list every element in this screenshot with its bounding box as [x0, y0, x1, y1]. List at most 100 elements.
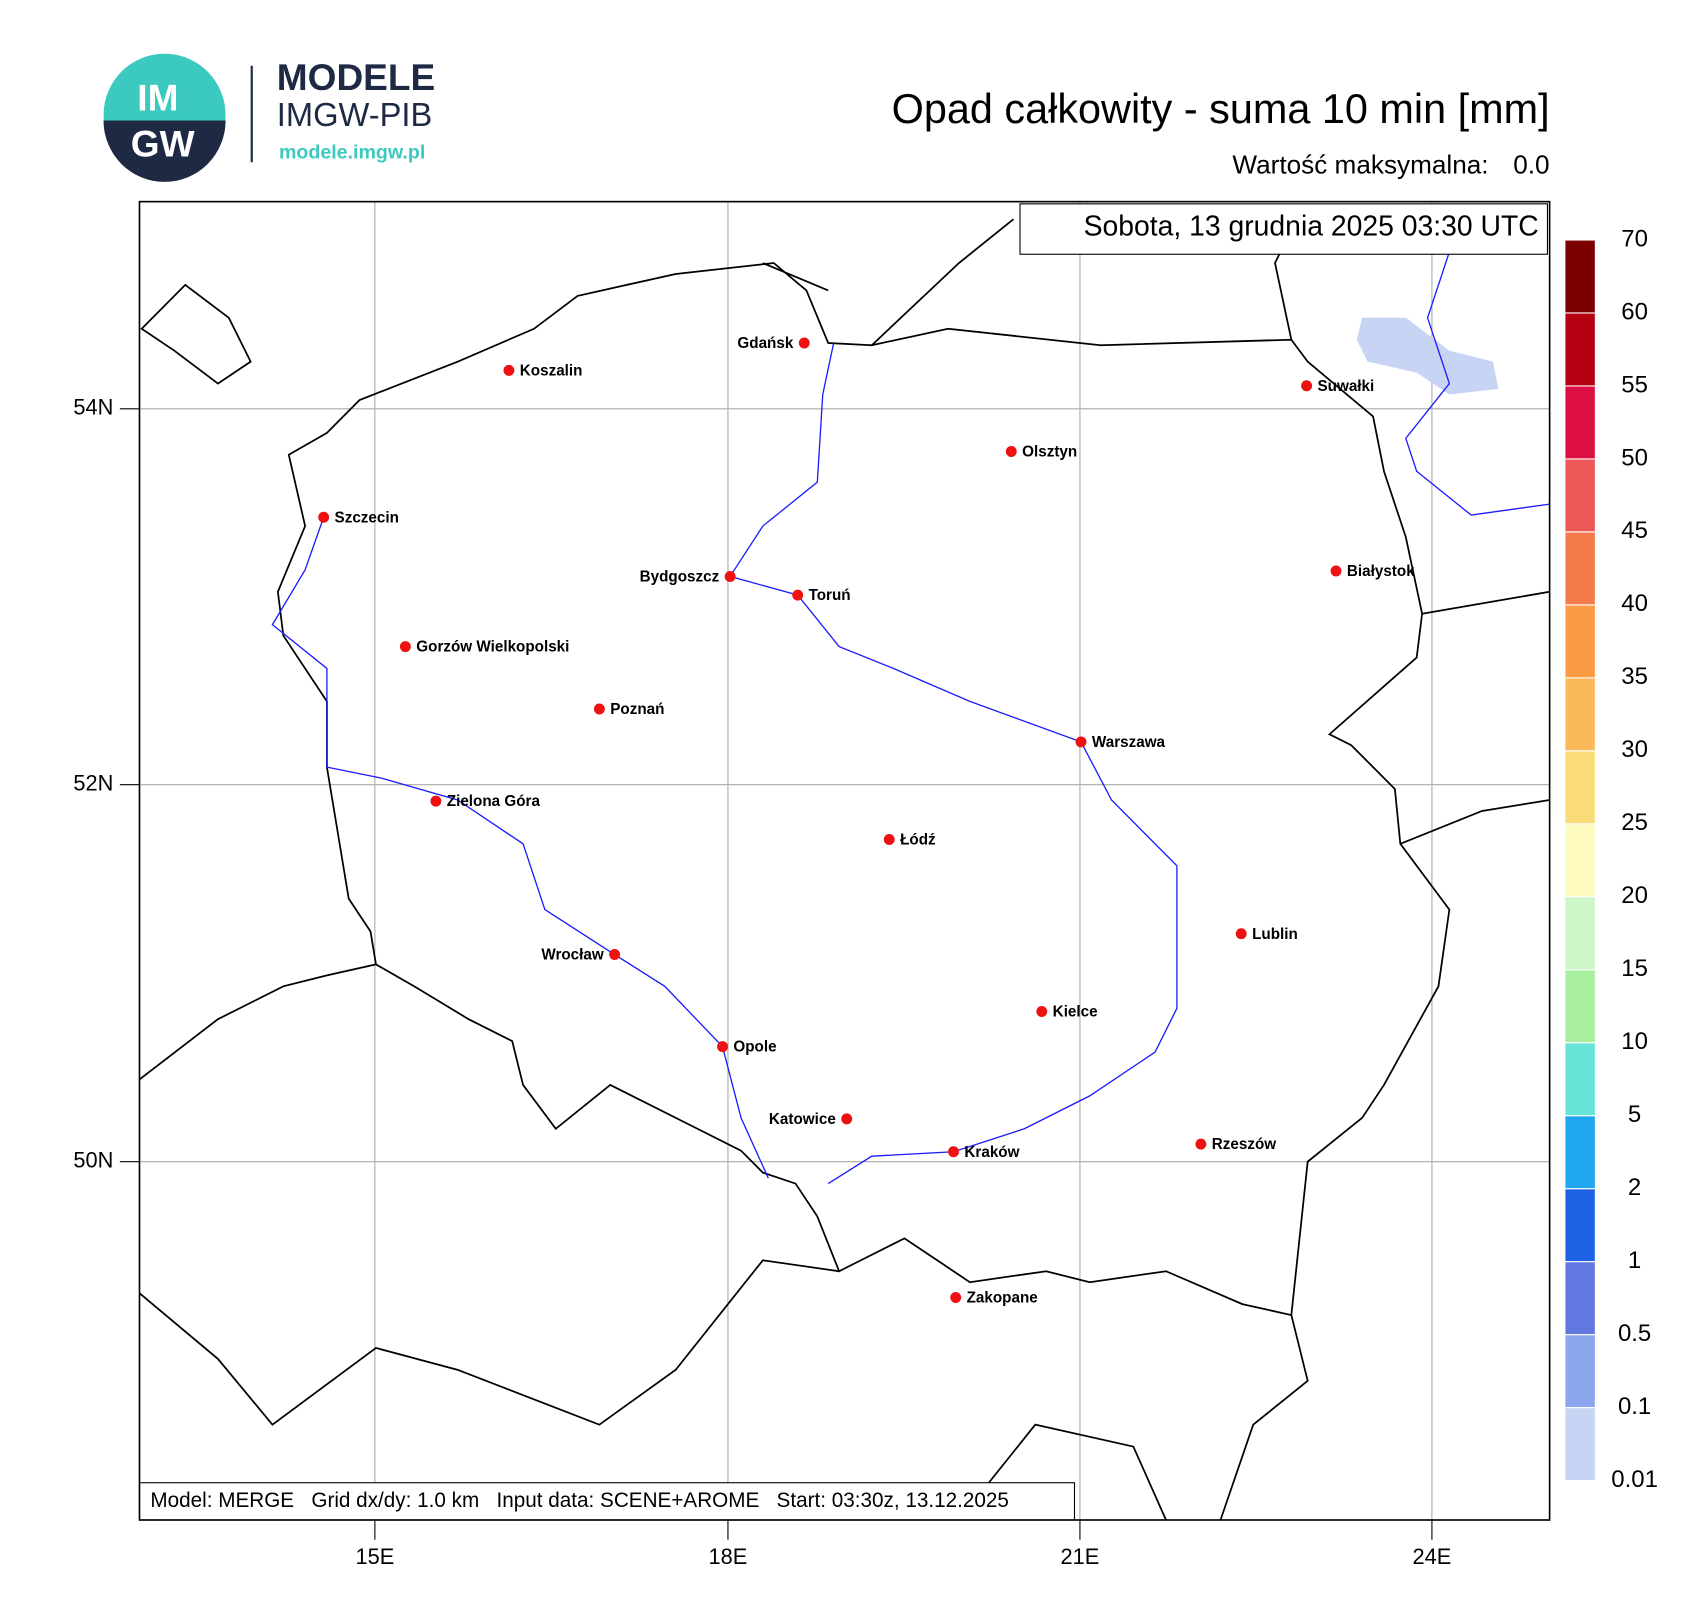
logo-bottom: GW: [131, 123, 196, 165]
brand: MODELE: [277, 56, 435, 98]
lat-label: 50N: [73, 1147, 113, 1172]
city-label: Szczecin: [335, 509, 399, 526]
graticule: [139, 201, 1550, 1520]
city-marker: [399, 641, 411, 653]
city-marker: [841, 1113, 853, 1125]
city-label: Kraków: [964, 1144, 1019, 1161]
colorbar-box: [1564, 1042, 1596, 1117]
colorbar-box: [1564, 896, 1596, 971]
colorbar-box: [1564, 239, 1596, 314]
city-label: Olsztyn: [1022, 444, 1077, 461]
city-marker: [717, 1041, 728, 1053]
datetime-box: [1019, 203, 1548, 255]
map: Sobota, 13 grudnia 2025 03:30 UTC Model:…: [138, 200, 1551, 1521]
colorbar-box: [1564, 1261, 1596, 1336]
org: IMGW-PIB: [277, 96, 433, 133]
city-marker: [950, 1292, 962, 1304]
city-marker: [1235, 928, 1247, 940]
colorbar-label: 55: [1621, 371, 1648, 398]
colorbar-label: 60: [1621, 298, 1648, 325]
city-marker: [1330, 565, 1342, 577]
map-frame: [138, 200, 1551, 1521]
colorbar-label: 0.01: [1611, 1466, 1658, 1493]
city-label: Toruń: [809, 587, 851, 604]
city-label: Koszalin: [520, 363, 583, 380]
colorbar-box: [1564, 823, 1596, 898]
city-marker: [609, 949, 621, 960]
city-label: Suwałki: [1318, 378, 1375, 395]
city-marker: [593, 703, 605, 715]
colorbar-box: [1564, 1115, 1596, 1190]
city-marker: [1195, 1138, 1207, 1150]
city-marker: [724, 570, 736, 582]
city-label: Białystok: [1347, 563, 1415, 580]
colorbar-label: 15: [1621, 955, 1648, 982]
city-label: Gorzów Wielkopolski: [416, 639, 569, 656]
colorbar-label: 10: [1621, 1028, 1648, 1055]
city-label: Katowice: [769, 1111, 836, 1128]
colorbar-label: 25: [1621, 809, 1648, 836]
lon-label: 21E: [1061, 1544, 1100, 1569]
colorbar-label: 70: [1621, 225, 1648, 252]
colorbar-box: [1564, 1334, 1596, 1409]
map-background: [139, 201, 1550, 1521]
lat-label: 54N: [73, 394, 113, 419]
colorbar-label: 1: [1628, 1247, 1641, 1274]
logo-lower: [103, 120, 226, 182]
river-neman: [1405, 251, 1550, 516]
colorbar-box: [1564, 604, 1596, 679]
logo-top: IM: [137, 77, 178, 119]
lon-label: 24E: [1413, 1544, 1452, 1569]
colorbar-label: 40: [1621, 590, 1648, 617]
neighbour-border: [138, 218, 1550, 1521]
city-label: Poznań: [610, 701, 664, 718]
city-label: Łódź: [900, 832, 936, 849]
city-label: Zielona Góra: [447, 793, 541, 810]
colorbar-label: 0.1: [1618, 1393, 1651, 1420]
city-label: Warszawa: [1092, 734, 1166, 751]
colorbar-label: 5: [1628, 1101, 1641, 1128]
datetime: Sobota, 13 grudnia 2025 03:30 UTC: [1084, 210, 1539, 242]
city-label: Zakopane: [967, 1290, 1038, 1307]
colorbar-label: 0.5: [1618, 1320, 1651, 1347]
max-value: 0.0: [1513, 149, 1549, 179]
city-label: Kielce: [1053, 1004, 1098, 1021]
colorbar-label: 20: [1621, 882, 1648, 909]
colorbar-label: 50: [1621, 444, 1648, 471]
poland-border: [276, 262, 1451, 1317]
city-marker: [883, 833, 895, 845]
colorbar-box: [1564, 677, 1596, 752]
lon-label: 18E: [709, 1544, 748, 1569]
city-marker: [1005, 446, 1017, 457]
colorbar-label: 35: [1621, 663, 1648, 690]
logo: IM GW MODELE IMGW-PIB modele.imgw.pl: [103, 53, 435, 182]
city-marker: [948, 1146, 959, 1158]
city-label: Lublin: [1252, 926, 1298, 943]
colorbar-box: [1564, 531, 1596, 606]
city-label: Rzeszów: [1212, 1136, 1276, 1153]
city-marker: [798, 337, 810, 349]
colorbar-box: [1564, 750, 1596, 825]
colorbar-box: [1564, 1188, 1596, 1263]
river-oder: [271, 517, 769, 1179]
city-label: Bydgoszcz: [640, 569, 720, 586]
city-marker: [1075, 736, 1087, 748]
city-label: Wrocław: [541, 947, 603, 964]
colorbar-box: [1564, 312, 1596, 387]
title: Opad całkowity - suma 10 min [mm]: [892, 85, 1550, 132]
city-marker: [430, 795, 442, 807]
colorbar-box: [1564, 969, 1596, 1044]
lon-label: 15E: [355, 1544, 394, 1569]
city-marker: [1036, 1006, 1048, 1017]
colorbar-label: 45: [1621, 517, 1648, 544]
lat-label: 52N: [73, 770, 113, 795]
colorbar-box: [1564, 1407, 1596, 1482]
footer: Model: MERGE Grid dx/dy: 1.0 km Input da…: [150, 1489, 1009, 1512]
lake: [1356, 317, 1499, 395]
city-marker: [1301, 380, 1313, 392]
max-label: Wartość maksymalna:: [1232, 149, 1488, 179]
url: modele.imgw.pl: [279, 142, 425, 164]
colorbar-box: [1564, 385, 1596, 460]
city-marker: [792, 589, 804, 601]
